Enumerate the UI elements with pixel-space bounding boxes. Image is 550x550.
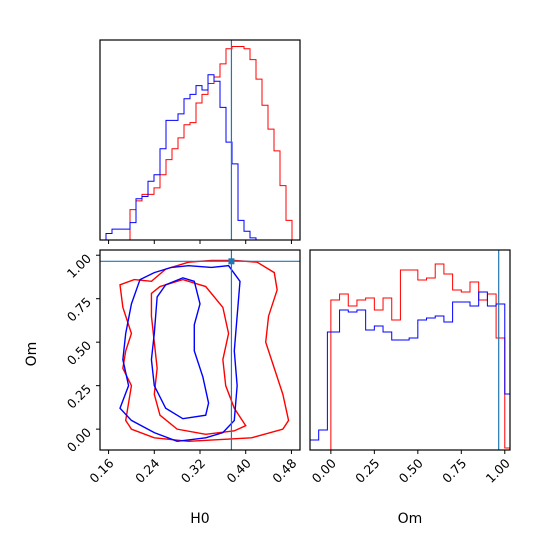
h0-om-contour-panel: 0.16 0.24 0.32 0.40 0.48 0.00 0.25 0.50 0.75 1.00 — [64, 249, 301, 486]
h0-tick-label: 0.24 — [132, 455, 162, 485]
om-tick-label: 0.75 — [439, 456, 469, 486]
contour-series_b-level-1 — [119, 264, 241, 443]
om-tick-label: 0.75 — [64, 294, 94, 324]
om-tick-label: 0.00 — [309, 455, 339, 485]
h0-tick-label: 0.16 — [86, 455, 116, 485]
om-tick-label: 0.00 — [64, 425, 94, 455]
om-tick-label: 0.25 — [352, 456, 382, 486]
h0-tick-label: 0.48 — [269, 455, 299, 485]
truth-marker — [228, 258, 235, 265]
contour-frame — [99, 249, 301, 451]
om-tick-label: 1.00 — [483, 455, 513, 485]
contour-series_a-level-1 — [119, 259, 290, 443]
h0-histogram-series_a — [100, 46, 300, 241]
h0-marginal-panel — [99, 39, 301, 244]
om-tick-label: 0.50 — [64, 338, 94, 368]
h0-tick-label: 0.32 — [178, 456, 208, 486]
h0-axis-label: H0 — [190, 511, 209, 527]
h0-histogram-series_b — [100, 74, 300, 241]
axis-labels: H0 Om Om — [24, 342, 422, 527]
om-marginal-frame — [309, 249, 511, 451]
om-histogram-series_b — [309, 291, 510, 450]
om-axis-label: Om — [398, 511, 423, 527]
contour-series_a-level-2 — [150, 278, 247, 436]
h0-marginal-frame — [99, 39, 301, 241]
om-y-axis-label: Om — [24, 342, 40, 367]
contour-layer — [119, 259, 290, 443]
om-tick-label: 1.00 — [64, 251, 94, 281]
om-marginal-panel: 0.00 0.25 0.50 0.75 1.00 — [309, 249, 513, 486]
contour-series_b-level-2 — [150, 277, 210, 420]
om-tick-label: 0.50 — [396, 455, 426, 485]
om-tick-label: 0.25 — [64, 381, 94, 411]
h0-tick-label: 0.40 — [224, 455, 254, 485]
